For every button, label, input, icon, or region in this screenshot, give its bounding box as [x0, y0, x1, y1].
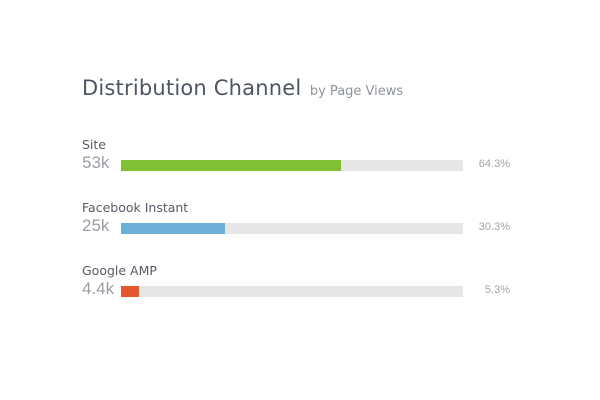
bar-track — [121, 223, 463, 234]
channel-row-facebook-instant: Facebook Instant 25k 30.3% — [82, 200, 522, 244]
chart-subtitle: by Page Views — [309, 84, 404, 99]
channel-percent: 5.3% — [484, 284, 510, 296]
channel-value: 25k — [82, 216, 110, 235]
bar-site — [121, 160, 341, 171]
channel-name: Facebook Instant — [82, 200, 189, 215]
bar-google-amp — [121, 286, 140, 297]
bar-track — [121, 160, 463, 171]
bar-facebook-instant — [121, 223, 225, 234]
channel-row-google-amp: Google AMP 4.4k 5.3% — [82, 263, 522, 307]
bar-track — [121, 286, 463, 297]
channel-name: Site — [82, 137, 106, 152]
channel-value: 53k — [82, 153, 110, 172]
channel-name: Google AMP — [82, 263, 157, 278]
chart-title: Distribution Channel — [82, 76, 302, 100]
chart-title-row: Distribution Channel by Page Views — [82, 76, 403, 100]
channel-value: 4.4k — [82, 279, 115, 298]
channel-row-site: Site 53k 64.3% — [82, 137, 522, 181]
channel-percent: 30.3% — [478, 221, 510, 233]
channel-percent: 64.3% — [478, 158, 510, 170]
